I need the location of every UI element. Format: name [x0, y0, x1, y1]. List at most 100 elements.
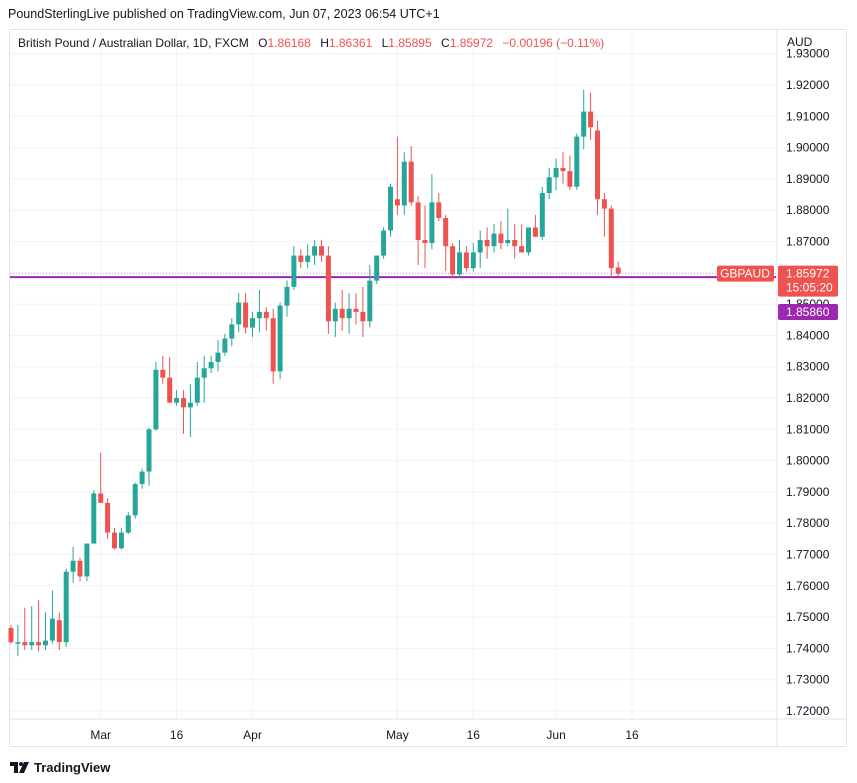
candle — [146, 427, 152, 486]
candle-body — [408, 161, 414, 203]
candle-body — [298, 255, 304, 262]
candle-body — [105, 502, 111, 533]
candle — [263, 307, 269, 331]
price-tick-label: 1.74000 — [786, 641, 830, 655]
candle — [118, 527, 124, 550]
candle — [608, 205, 614, 278]
price-tick-label: 1.72000 — [786, 704, 830, 718]
candle-body — [560, 167, 566, 172]
time-tick-label: Mar — [90, 728, 111, 742]
tradingview-logo-icon — [10, 762, 29, 773]
candle — [477, 230, 483, 269]
open-label: O — [258, 36, 268, 50]
candle — [229, 318, 235, 347]
candle-body — [553, 167, 559, 178]
candle — [505, 208, 511, 247]
candle-body — [415, 202, 421, 240]
candle-body — [539, 192, 545, 237]
symbol-badge-bg — [717, 265, 774, 282]
candle-body — [84, 543, 90, 577]
candle-body — [98, 493, 104, 503]
symbol-badge-label: GBPAUD — [720, 267, 770, 281]
price-tick-label: 1.91000 — [786, 109, 830, 123]
candle — [187, 383, 193, 438]
candle — [443, 214, 449, 272]
candle — [270, 308, 276, 384]
candle-body — [91, 493, 97, 544]
price-tick-label: 1.76000 — [786, 579, 830, 593]
tradingview-brand[interactable]: TradingView — [10, 759, 110, 775]
candle-body — [187, 402, 193, 408]
candle-body — [325, 255, 331, 322]
candle — [553, 158, 559, 190]
candle-body — [512, 239, 518, 247]
candle — [181, 390, 186, 434]
level-badge-bg — [778, 304, 838, 320]
candle-body — [601, 199, 607, 209]
candle — [298, 249, 304, 269]
change-value: −0.00196 (−0.11%) — [502, 36, 605, 50]
candle — [367, 264, 373, 328]
candle — [422, 205, 428, 269]
candle — [305, 244, 311, 269]
candle-body — [374, 255, 380, 281]
price-tick-label: 1.80000 — [786, 454, 830, 468]
candle-body — [70, 560, 76, 572]
candle — [112, 527, 117, 550]
candle-body — [519, 246, 525, 253]
candle — [132, 482, 138, 519]
candle-body — [250, 318, 255, 328]
candle-body — [388, 186, 393, 231]
currency-label: AUD — [787, 35, 813, 49]
candle — [153, 362, 159, 431]
candle-body — [319, 246, 324, 256]
candle-body — [470, 252, 476, 269]
candle — [256, 290, 262, 333]
candle — [49, 590, 55, 644]
candle-body — [160, 369, 166, 378]
candle — [491, 224, 497, 253]
candle-body — [436, 202, 442, 219]
candle-body — [222, 338, 228, 353]
close-value: 1.85972 — [449, 36, 494, 50]
candle — [408, 146, 414, 206]
candle-body — [429, 202, 435, 244]
candle — [360, 286, 366, 337]
candle-body — [394, 199, 400, 206]
candle — [8, 624, 14, 644]
last-price-value: 1.85972 — [786, 267, 830, 281]
brand-name: TradingView — [34, 759, 111, 775]
candle — [339, 290, 345, 331]
candle-body — [491, 233, 497, 247]
candle-body — [291, 255, 297, 287]
candle-body — [63, 571, 69, 643]
candle — [36, 599, 42, 652]
publisher-line: PoundSterlingLive published on TradingVi… — [8, 7, 440, 21]
candle — [194, 362, 200, 406]
candle-body — [139, 471, 145, 485]
candle — [284, 280, 290, 317]
candle — [243, 293, 249, 334]
candle — [457, 239, 462, 278]
level-price-value: 1.85860 — [786, 305, 830, 319]
candle-body — [153, 369, 159, 430]
candle-body — [526, 227, 531, 253]
candle — [70, 546, 76, 583]
candle-body — [595, 130, 600, 200]
candle-body — [339, 308, 345, 319]
candle-body — [546, 177, 552, 193]
candle — [436, 192, 442, 222]
candle — [615, 261, 621, 277]
bar-countdown: 15:05:20 — [786, 281, 833, 295]
candle-body — [22, 642, 28, 646]
price-tick-label: 1.88000 — [786, 203, 830, 217]
open-value: 1.86168 — [267, 36, 311, 50]
candle-body — [346, 308, 352, 319]
candle — [588, 92, 594, 140]
candle — [332, 302, 338, 337]
candle-body — [49, 618, 55, 641]
price-tick-label: 1.92000 — [786, 78, 830, 92]
price-tick-label: 1.78000 — [786, 516, 830, 530]
